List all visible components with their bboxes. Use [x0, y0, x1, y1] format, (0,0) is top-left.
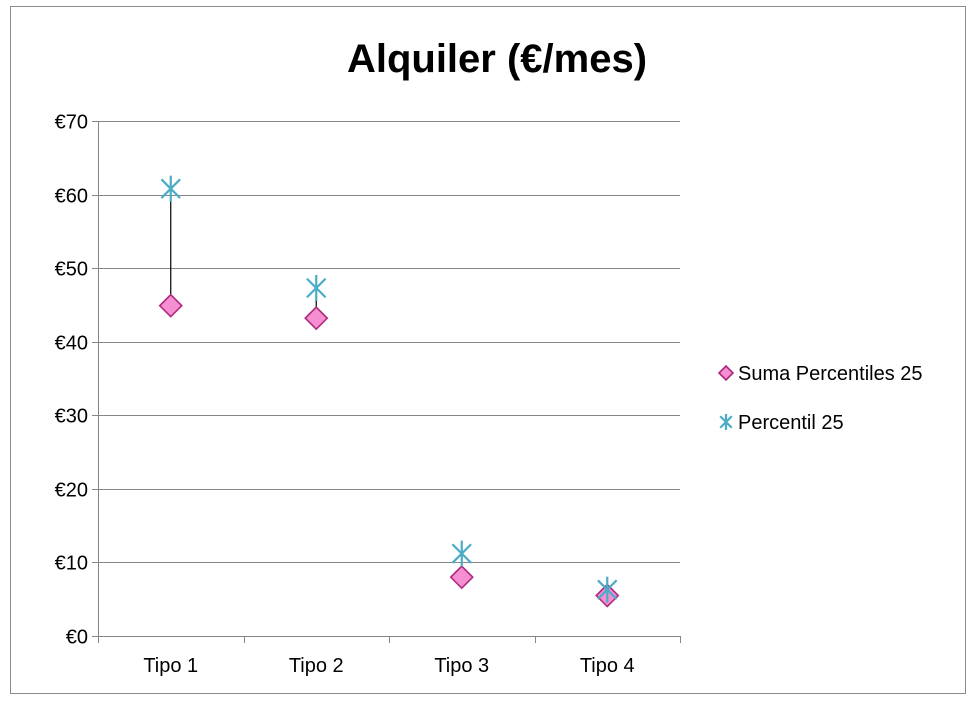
- chart-border: [10, 6, 966, 694]
- data-marks: [158, 175, 620, 608]
- y-tick-label: €70: [55, 112, 88, 134]
- legend: Suma Percentiles 25 Percentil 25: [717, 363, 923, 434]
- y-tick-label: €0: [66, 627, 88, 649]
- chart-title: Alquiler (€/mes): [347, 37, 647, 81]
- x-tick-label: Tipo 1: [143, 655, 198, 677]
- data-point-percentil: [451, 540, 472, 567]
- y-tick-label: €20: [55, 480, 88, 502]
- axes: €0 €10 €20 €30 €40 €50 €60 €70 Tipo 1 Tipo 2 Tipo …: [55, 112, 681, 677]
- x-tick-label: Tipo 4: [580, 655, 635, 677]
- gridlines: [98, 121, 680, 563]
- y-tick-label: €10: [55, 553, 88, 575]
- data-point-suma-percentiles: [304, 306, 329, 331]
- data-point-percentil: [306, 275, 327, 302]
- legend-marker-suma-percentiles: [717, 364, 735, 382]
- legend-label-suma-percentiles: Suma Percentiles 25: [738, 363, 923, 385]
- x-tick-label: Tipo 2: [289, 655, 344, 677]
- data-point-suma-percentiles: [158, 293, 183, 318]
- legend-label-percentil: Percentil 25: [738, 412, 844, 434]
- y-tick-label: €60: [55, 186, 88, 208]
- x-tick-label: Tipo 3: [434, 655, 489, 677]
- data-point-suma-percentiles: [449, 565, 474, 590]
- legend-marker-percentil: [719, 414, 733, 430]
- data-point-percentil: [160, 175, 181, 202]
- y-tick-label: €30: [55, 406, 88, 428]
- data-point-percentil: [597, 576, 618, 603]
- y-tick-label: €40: [55, 333, 88, 355]
- y-tick-label: €50: [55, 259, 88, 281]
